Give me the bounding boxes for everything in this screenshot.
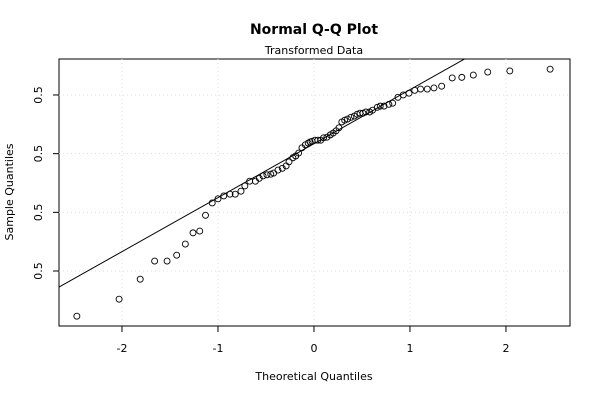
point [417, 85, 424, 93]
x-tick-label: 1 [406, 342, 413, 355]
y-tick-label: 0.5 [32, 262, 45, 280]
y-tick-label: 0.5 [32, 145, 45, 163]
point [237, 187, 245, 195]
point [380, 102, 388, 110]
point [405, 89, 413, 97]
point [448, 74, 456, 82]
point [263, 171, 271, 179]
point [469, 71, 477, 79]
point [484, 68, 492, 76]
point [189, 229, 197, 237]
point [196, 227, 204, 235]
point [214, 195, 222, 203]
plot-frame [58, 58, 571, 327]
point [385, 100, 393, 108]
point [163, 257, 171, 265]
point [335, 124, 343, 132]
point [458, 73, 466, 81]
point [226, 190, 234, 198]
x-axis-label: Theoretical Quantiles [254, 370, 372, 383]
point [423, 85, 431, 93]
point [430, 84, 438, 92]
chart-subtitle: Transformed Data [264, 44, 363, 57]
point [411, 86, 419, 94]
point [208, 199, 216, 207]
point [136, 275, 144, 283]
point [314, 136, 322, 144]
point [347, 113, 355, 121]
point [202, 211, 209, 219]
point [115, 295, 123, 303]
x-tick-label: -1 [212, 342, 223, 355]
point [506, 67, 514, 75]
point [295, 149, 303, 157]
point [278, 164, 286, 172]
point [285, 158, 293, 166]
point [151, 257, 159, 265]
y-tick-label: 0.5 [32, 86, 45, 104]
point [376, 102, 384, 110]
point [259, 172, 267, 180]
point [181, 240, 189, 248]
point [274, 166, 282, 174]
point [255, 174, 263, 182]
point [362, 108, 370, 116]
point [438, 82, 446, 90]
point [231, 190, 239, 198]
x-tick-label: 0 [310, 342, 317, 355]
point [73, 312, 81, 320]
x-tick-label: 2 [502, 342, 509, 355]
chart-title: Normal Q-Q Plot [250, 22, 378, 38]
point [241, 182, 249, 190]
point [320, 134, 328, 142]
x-tick-label: -2 [116, 342, 127, 355]
point [546, 65, 554, 73]
y-tick-label: 0.5 [32, 204, 45, 222]
point [173, 251, 181, 259]
point [389, 99, 397, 107]
point [304, 139, 312, 147]
point [344, 115, 352, 123]
point [220, 192, 228, 200]
y-axis-label: Sample Quantiles [3, 143, 16, 240]
